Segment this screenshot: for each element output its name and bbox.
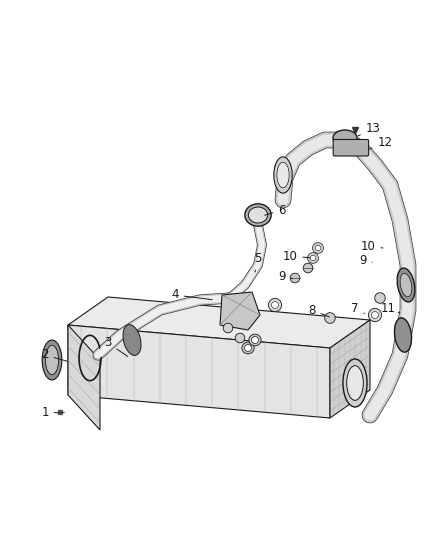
Ellipse shape [307, 253, 318, 263]
Ellipse shape [303, 263, 313, 273]
Ellipse shape [343, 359, 367, 407]
Text: 9: 9 [278, 270, 292, 282]
Ellipse shape [46, 345, 59, 375]
Ellipse shape [251, 336, 258, 343]
Ellipse shape [371, 311, 378, 318]
Ellipse shape [400, 273, 412, 297]
Ellipse shape [245, 204, 271, 226]
Ellipse shape [290, 273, 300, 283]
Polygon shape [330, 320, 370, 418]
Ellipse shape [42, 340, 62, 380]
Ellipse shape [242, 342, 254, 354]
Ellipse shape [248, 207, 268, 223]
Text: 1: 1 [41, 406, 59, 418]
Text: 10: 10 [360, 239, 383, 253]
Ellipse shape [123, 325, 141, 356]
Text: 3: 3 [104, 336, 128, 357]
Text: 8: 8 [0, 532, 1, 533]
Polygon shape [68, 297, 370, 348]
Text: 10: 10 [283, 249, 310, 262]
Ellipse shape [249, 334, 261, 346]
Ellipse shape [272, 302, 279, 309]
Text: 6: 6 [265, 204, 286, 216]
Text: 7: 7 [351, 302, 364, 314]
Ellipse shape [325, 313, 335, 324]
Ellipse shape [313, 243, 324, 253]
Text: 7: 7 [0, 532, 1, 533]
Ellipse shape [347, 366, 364, 400]
FancyBboxPatch shape [333, 140, 369, 156]
Text: 4: 4 [171, 288, 212, 302]
Ellipse shape [315, 245, 321, 251]
Ellipse shape [368, 308, 381, 321]
Text: 9: 9 [359, 254, 372, 266]
Ellipse shape [395, 318, 412, 352]
Ellipse shape [244, 344, 251, 351]
Ellipse shape [223, 323, 233, 333]
Ellipse shape [397, 268, 415, 302]
Ellipse shape [235, 333, 245, 343]
Ellipse shape [274, 157, 292, 193]
Polygon shape [220, 292, 260, 330]
Text: 5: 5 [254, 252, 261, 272]
Ellipse shape [277, 162, 289, 188]
Text: 8: 8 [308, 303, 329, 317]
Ellipse shape [268, 298, 282, 312]
Ellipse shape [375, 293, 385, 303]
Text: 2: 2 [41, 349, 67, 361]
Text: 3: 3 [0, 532, 1, 533]
Polygon shape [68, 325, 330, 418]
Text: 12: 12 [370, 136, 392, 149]
Polygon shape [68, 325, 100, 430]
Ellipse shape [333, 130, 357, 146]
Ellipse shape [310, 255, 316, 261]
Text: 13: 13 [358, 122, 381, 136]
Text: 11: 11 [381, 302, 400, 314]
